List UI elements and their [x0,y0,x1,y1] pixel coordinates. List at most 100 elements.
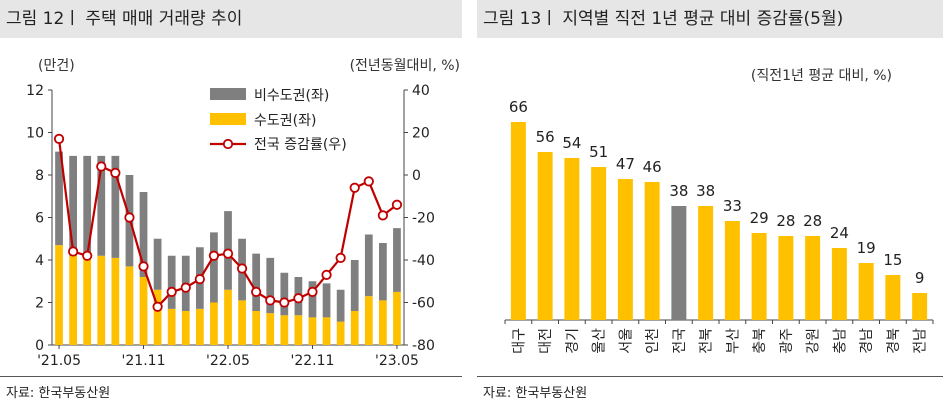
bar-capital-area [350,311,359,345]
line-point [194,274,205,285]
left-axis-tick-label: 0 [35,338,44,354]
category-label: 대구 [511,328,527,354]
legend-swatch-capital [210,113,246,125]
line-point [363,176,374,187]
line-point [166,286,177,297]
category-label: 경남 [859,328,875,354]
regional-change-chart: (직전1년 평균 대비, %) 66 대구 56 대전 54 경기 51 울산 47 서울 46 인천 3… [504,68,934,354]
category-label: 충북 [752,328,768,354]
x-axis-tick-label: '22.11 [291,353,335,369]
bar-capital-area [153,289,162,345]
bar-capital-area [167,308,176,345]
bar-capital-area [139,277,148,345]
bar-non-capital-area [97,155,106,256]
chart-panel-transactions: 그림 12ㅣ 주택 매매 거래량 추이 (만건) (전년동월대비, %) 0 2 4 6 8… [0,0,462,407]
bar-capital-area [97,255,106,345]
line-point [82,250,93,261]
bar-region [778,236,794,320]
legend-swatch-non-capital [210,88,246,100]
bar-non-capital-area [393,228,401,292]
data-label: 66 [509,98,528,116]
right-axis-unit: (전년동월대비, %) [350,58,460,74]
data-label: 56 [536,128,555,146]
line-point [152,301,163,312]
bar-non-capital-area [364,234,373,297]
data-label: 29 [750,209,769,227]
line-point [138,261,149,272]
line-point [124,212,135,223]
axis-unit: (직전1년 평균 대비, %) [751,68,892,84]
bar-capital-area [195,308,204,345]
bar-non-capital-area [139,192,148,277]
category-label: 울산 [592,328,608,354]
bar-capital-area [210,302,218,345]
bar-non-capital-area [210,232,218,303]
data-label: 46 [643,158,662,176]
line-point [251,286,262,297]
data-label: 33 [723,197,742,215]
category-label: 전국 [672,328,688,354]
bar-capital-area [238,300,246,345]
x-axis-tick-label: '21.11 [122,353,166,369]
line-point [236,263,248,274]
bar-region [698,206,714,320]
bar-region [805,236,821,320]
data-label: 15 [883,251,902,269]
bar-non-capital-area [336,289,345,322]
line-point [110,167,121,178]
right-axis-tick-label: 0 [412,168,421,184]
bar-region [885,275,901,320]
bar-capital-area [393,291,401,345]
source-note: 자료: 한국부동산원 [483,386,588,401]
right-axis-tick-label: 20 [412,126,430,142]
bar-non-capital-area [69,155,77,256]
left-axis-tick-label: 2 [35,296,44,312]
bar-region [644,182,660,320]
bar-non-capital-area [252,253,261,311]
bar-capital-area [308,317,317,345]
right-axis-tick-label: 40 [412,83,430,99]
left-axis-tick-label: 8 [35,168,44,184]
category-label: 부산 [725,328,741,354]
category-label: 전남 [913,328,929,354]
line-point [293,293,304,304]
bar-non-capital-area [111,155,120,258]
bar-non-capital-area [350,260,359,311]
legend-label: 전국 증감률(우) [254,137,347,153]
data-label: 24 [830,224,849,242]
line-point [321,269,332,280]
bar-non-capital-area [280,272,289,316]
bar-capital-area [294,315,303,345]
line-point [53,133,65,144]
x-axis-tick-label: '21.05 [37,353,81,369]
bar-non-capital-area [308,281,317,318]
bar-non-capital-area [153,238,162,290]
category-label: 대전 [538,328,554,354]
legend-swatch-marker [222,138,234,150]
bar-capital-area [336,321,345,345]
bar-region [912,293,928,320]
left-axis-tick-label: 10 [26,126,44,142]
bar-capital-area [55,245,63,345]
category-label: 강원 [806,328,822,354]
x-axis-tick-label: '22.05 [206,353,250,369]
data-label: 38 [696,182,715,200]
data-label: 28 [776,212,795,230]
line-point [265,295,276,306]
line-point [335,252,346,263]
category-label: 서울 [618,328,634,354]
category-label: 충남 [832,328,848,354]
bar-region [751,233,767,320]
line-point [377,210,388,221]
bar-region [537,152,553,320]
bar-region [591,167,607,320]
right-axis-tick-label: -80 [412,338,435,354]
right-axis-tick-label: -60 [412,296,435,312]
line-point [96,161,107,172]
bar-region [671,206,687,320]
bar-capital-area [266,313,275,345]
data-label: 9 [915,269,925,287]
line-point [391,199,403,210]
bar-capital-area [379,300,387,345]
bar-region [510,122,526,320]
